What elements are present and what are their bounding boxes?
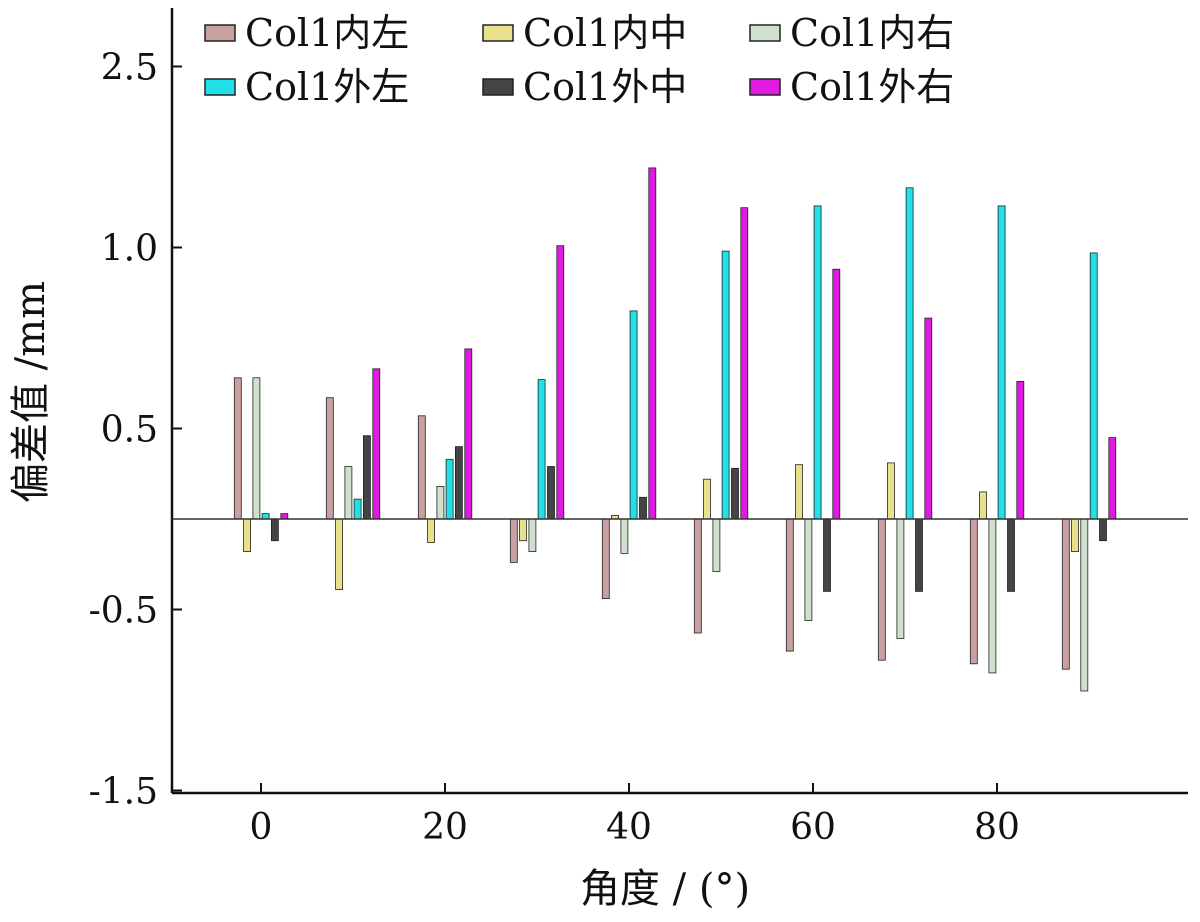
bar — [601, 518, 610, 599]
bar — [1080, 518, 1089, 692]
plot-area — [233, 167, 1117, 692]
legend-label: Col1内中 — [523, 11, 687, 55]
bar — [280, 513, 289, 520]
bar — [877, 518, 886, 661]
bar — [896, 518, 905, 639]
y-tick-label: 2.5 — [101, 48, 158, 89]
bar — [1099, 518, 1107, 542]
bar — [795, 464, 803, 520]
bar — [988, 518, 997, 674]
bar — [979, 491, 987, 520]
bar — [528, 518, 537, 552]
bar — [325, 397, 334, 520]
bar — [547, 466, 555, 520]
legend-swatch — [482, 24, 514, 42]
x-tick-label: 20 — [422, 807, 468, 848]
legend-label: Col1外左 — [245, 65, 409, 109]
bar — [1089, 252, 1098, 520]
bar — [740, 207, 749, 520]
bar — [639, 496, 647, 520]
bar — [436, 485, 445, 520]
bar — [1108, 437, 1117, 520]
bar — [427, 518, 436, 543]
legend-swatch — [749, 24, 781, 42]
bar — [648, 167, 657, 520]
bar — [344, 466, 353, 520]
bar — [556, 245, 565, 520]
bar — [629, 310, 638, 520]
bar — [721, 250, 730, 520]
bar — [1061, 518, 1070, 670]
bar — [693, 518, 702, 634]
x-axis-label: 角度 / (°) — [580, 866, 750, 912]
legend-swatch — [204, 24, 236, 42]
bar — [270, 518, 279, 542]
bar — [1007, 518, 1015, 592]
x-tick-label: 0 — [250, 807, 273, 848]
bar — [454, 446, 463, 520]
bar — [969, 518, 978, 665]
bar — [464, 348, 473, 520]
bar — [804, 518, 813, 621]
legend-label: Col1内右 — [790, 11, 954, 55]
bar — [712, 518, 721, 572]
bar — [509, 518, 518, 563]
bar — [445, 458, 454, 520]
bar — [362, 435, 371, 520]
bar — [417, 415, 426, 520]
y-tick-label: -0.5 — [89, 591, 158, 632]
bar — [905, 187, 914, 520]
bar — [703, 478, 711, 520]
bar — [915, 518, 923, 592]
bar — [813, 205, 822, 520]
bar — [1071, 518, 1079, 552]
legend-swatch — [749, 78, 781, 96]
bar — [1016, 380, 1025, 520]
bar — [353, 498, 362, 520]
bar — [620, 518, 629, 554]
x-tick-label: 80 — [974, 807, 1020, 848]
axes: 2.5 1.0 0.5 -0.5 -1.5 0 20 40 60 80 — [89, 8, 1188, 848]
bar — [252, 377, 261, 520]
x-tick-label: 60 — [790, 807, 836, 848]
bar — [261, 513, 270, 520]
bar — [372, 368, 381, 520]
bar — [887, 462, 895, 520]
y-tick-label: 0.5 — [101, 410, 158, 451]
bar — [997, 205, 1006, 520]
legend-label: Col1内左 — [245, 11, 409, 55]
legend-swatch — [482, 78, 514, 96]
bar — [832, 268, 841, 520]
bar — [243, 518, 252, 552]
bar — [537, 379, 546, 520]
bar — [785, 518, 794, 652]
legend-swatch — [204, 78, 236, 96]
bar — [335, 518, 344, 590]
bar — [519, 518, 527, 542]
legend: Col1内左 Col1内中 Col1内右 Col1外左 Col1外中 Col1外右 — [204, 11, 954, 109]
legend-label: Col1外右 — [790, 65, 954, 109]
bar — [924, 317, 933, 520]
y-tick-label: -1.5 — [89, 772, 158, 813]
x-tick-label: 40 — [606, 807, 652, 848]
bar — [731, 467, 739, 520]
legend-label: Col1外中 — [523, 65, 687, 109]
bar — [823, 518, 831, 592]
bar — [233, 377, 242, 520]
y-tick-label: 1.0 — [101, 229, 158, 270]
y-axis-label: 偏差值 /mm — [8, 281, 54, 503]
